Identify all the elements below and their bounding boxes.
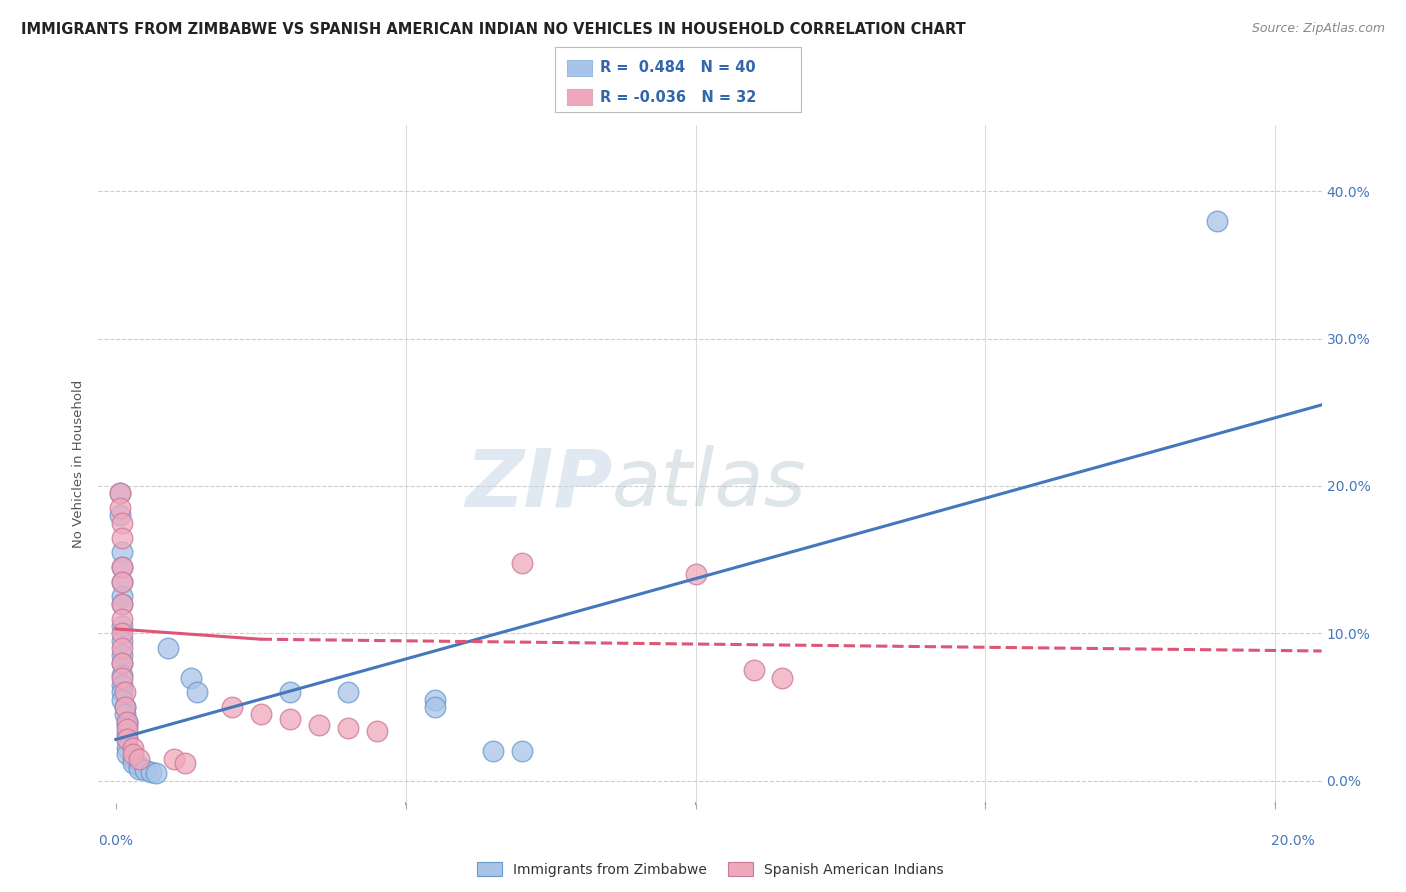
Point [114, 700, 136, 714]
Point [110, 648, 132, 663]
Point [308, 717, 330, 731]
Point [110, 667, 132, 681]
Point [117, 732, 139, 747]
Point [128, 762, 150, 776]
Legend: Immigrants from Zimbabwe, Spanish American Indians: Immigrants from Zimbabwe, Spanish Americ… [470, 855, 950, 884]
Point [742, 663, 765, 677]
Point [221, 700, 243, 714]
Point [122, 747, 145, 761]
Point [117, 722, 139, 736]
Point [110, 531, 132, 545]
Point [110, 501, 132, 516]
Text: 20.0%: 20.0% [1271, 834, 1315, 848]
Point [117, 726, 139, 740]
Point [110, 560, 132, 574]
Point [122, 756, 145, 770]
Point [117, 714, 139, 729]
Point [110, 611, 132, 625]
Point [117, 732, 139, 747]
Text: R =  0.484   N = 40: R = 0.484 N = 40 [600, 61, 756, 75]
Point [110, 486, 132, 500]
Point [110, 678, 132, 692]
Point [128, 751, 150, 765]
Point [110, 597, 132, 611]
Point [510, 744, 533, 758]
Point [249, 707, 271, 722]
Point [110, 508, 132, 523]
Point [117, 747, 139, 761]
Text: IMMIGRANTS FROM ZIMBABWE VS SPANISH AMERICAN INDIAN NO VEHICLES IN HOUSEHOLD COR: IMMIGRANTS FROM ZIMBABWE VS SPANISH AMER… [21, 22, 966, 37]
Point [110, 633, 132, 648]
Point [114, 685, 136, 699]
Point [110, 574, 132, 589]
Point [278, 685, 301, 699]
Point [110, 656, 132, 670]
Text: ZIP: ZIP [465, 445, 612, 524]
Point [110, 574, 132, 589]
Point [110, 685, 132, 699]
Point [510, 556, 533, 570]
Point [114, 700, 136, 714]
Text: atlas: atlas [612, 445, 807, 524]
Point [117, 714, 139, 729]
Point [139, 764, 162, 779]
Point [156, 641, 179, 656]
Point [110, 619, 132, 633]
Point [110, 590, 132, 604]
Point [145, 766, 167, 780]
Point [163, 751, 186, 765]
Text: R = -0.036   N = 32: R = -0.036 N = 32 [600, 90, 756, 105]
Point [481, 744, 503, 758]
Point [110, 641, 132, 656]
Point [110, 545, 132, 559]
Point [772, 671, 794, 685]
Point [366, 723, 388, 738]
Text: 0.0%: 0.0% [98, 834, 134, 848]
Point [134, 764, 156, 778]
Point [685, 567, 707, 582]
Point [423, 700, 446, 714]
Point [122, 741, 145, 756]
Point [110, 597, 132, 611]
Point [110, 671, 132, 685]
Point [110, 692, 132, 706]
Point [174, 756, 197, 770]
Point [110, 560, 132, 574]
Point [110, 516, 132, 530]
Text: Source: ZipAtlas.com: Source: ZipAtlas.com [1251, 22, 1385, 36]
Point [110, 486, 132, 500]
Point [1206, 213, 1229, 227]
Point [128, 759, 150, 773]
Point [180, 671, 202, 685]
Point [122, 751, 145, 765]
Point [117, 741, 139, 756]
Point [423, 692, 446, 706]
Point [114, 707, 136, 722]
Point [186, 685, 208, 699]
Y-axis label: No Vehicles in Household: No Vehicles in Household [72, 380, 86, 548]
Point [117, 717, 139, 731]
Point [278, 712, 301, 726]
Point [110, 656, 132, 670]
Point [336, 721, 359, 735]
Point [336, 685, 359, 699]
Point [110, 626, 132, 640]
